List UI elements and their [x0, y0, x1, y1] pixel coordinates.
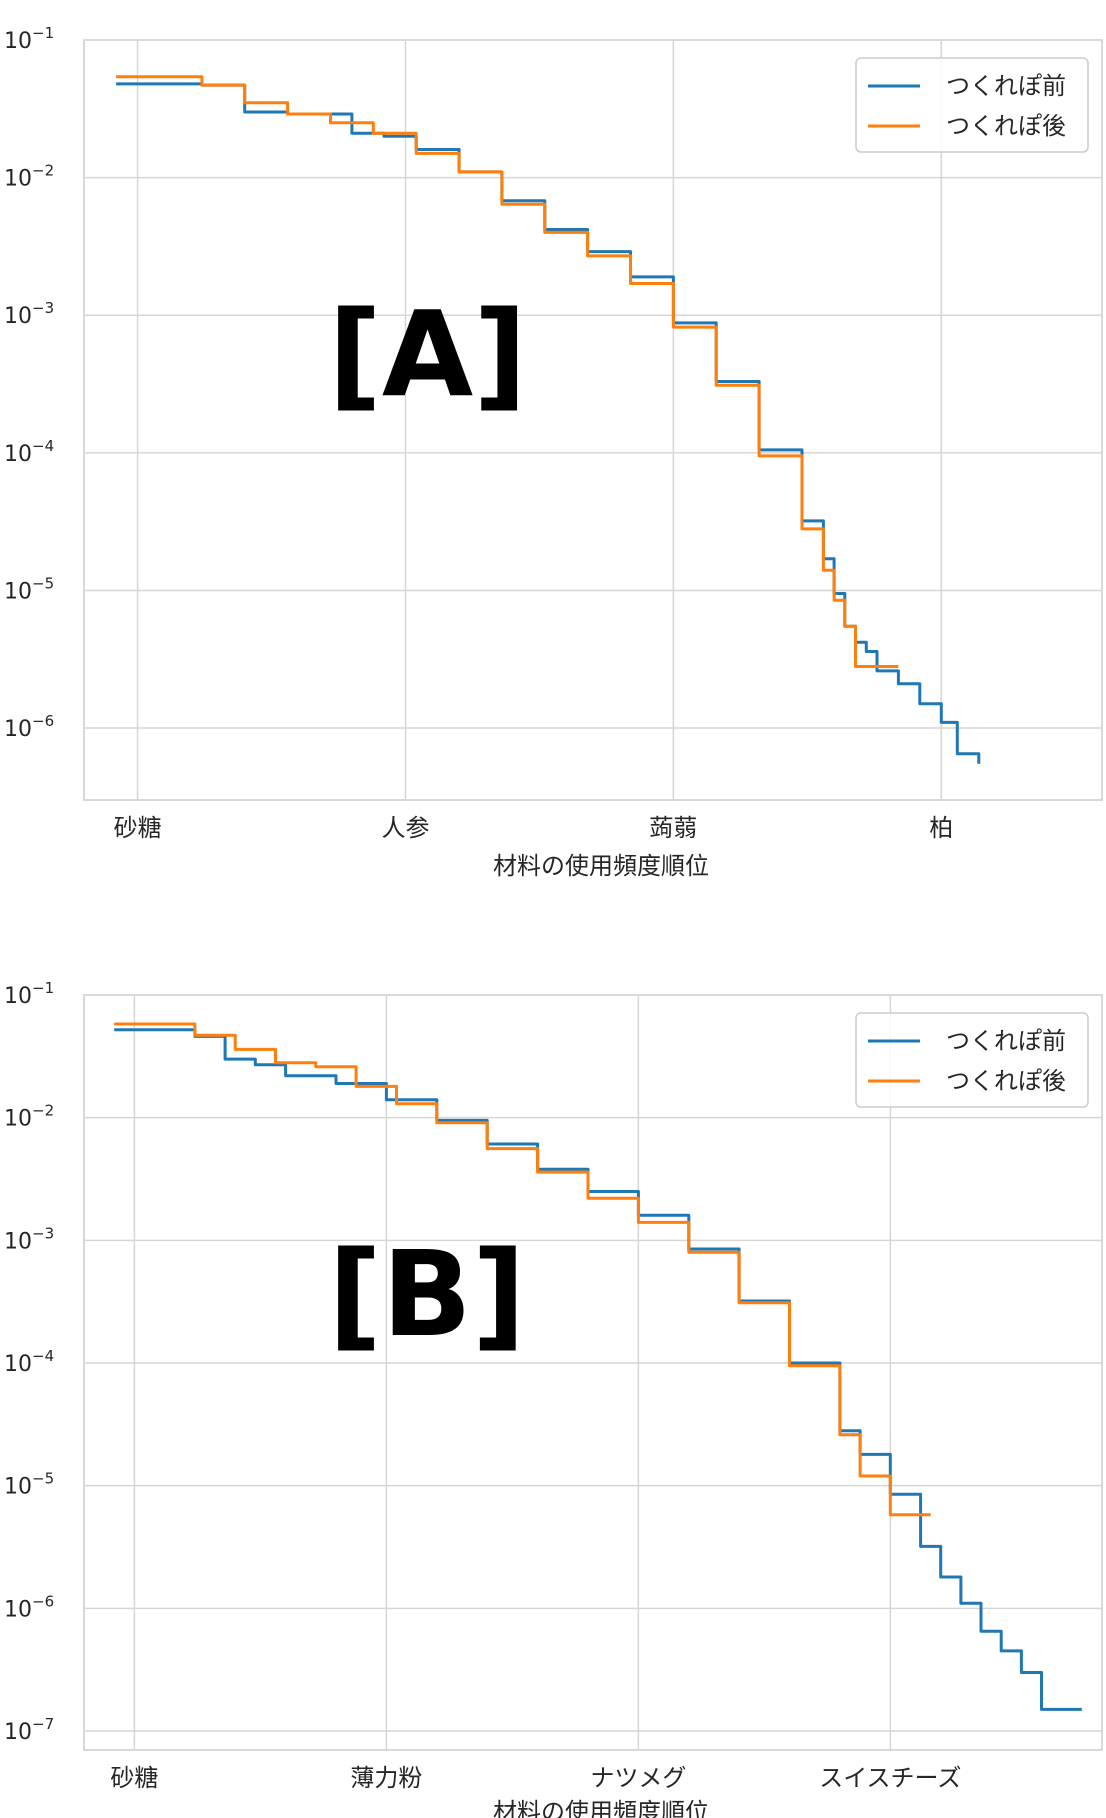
y-tick-label: 10−1	[4, 979, 54, 1009]
series-line-before	[116, 82, 981, 764]
y-tick-label: 10−4	[4, 437, 54, 467]
y-tick-label: 10−2	[4, 1102, 54, 1132]
plot-area	[83, 39, 1103, 801]
legend-label: つくれぽ後	[946, 112, 1066, 140]
y-tick-label: 10−3	[4, 299, 54, 329]
series-line-after	[116, 75, 899, 668]
panel-tag: [A]	[328, 285, 527, 423]
legend-label: つくれぽ後	[946, 1067, 1066, 1095]
legend-label: つくれぽ前	[946, 1027, 1066, 1055]
chart-panel-a: 10−1 10−2 10−3 10−4 10−5 10−6 砂糖 人参 蒟蒻 柏材料の使用頻度順位…	[4, 24, 1103, 880]
y-tick-label: 10−5	[4, 574, 54, 604]
x-axis-label: 材料の使用頻度順位	[493, 1798, 709, 1818]
panel-tag: [B]	[328, 1225, 526, 1363]
x-tick-label: 砂糖	[110, 1764, 158, 1792]
y-tick-label: 10−3	[4, 1224, 54, 1254]
legend-label: つくれぽ前	[946, 72, 1066, 100]
x-tick-label: 柏	[929, 814, 953, 842]
x-tick-label: 砂糖	[114, 814, 162, 842]
plot-area	[83, 994, 1103, 1751]
x-tick-label: ナツメグ	[590, 1764, 686, 1792]
y-tick-label: 10−6	[4, 712, 54, 742]
x-tick-label: 蒟蒻	[649, 814, 697, 842]
chart-panel-b: 10−1 10−2 10−3 10−4 10−5 10−6 10−7 砂糖 薄力粉 ナツメグ スイス…	[4, 979, 1103, 1818]
y-tick-label: 10−6	[4, 1592, 54, 1622]
x-tick-label: 人参	[381, 814, 429, 842]
y-tick-label: 10−4	[4, 1347, 54, 1377]
x-axis-label: 材料の使用頻度順位	[493, 852, 709, 880]
legend-box	[855, 1012, 1089, 1108]
series-line-after	[114, 1022, 931, 1517]
y-tick-label: 10−2	[4, 162, 54, 192]
x-tick-label: スイスチーズ	[819, 1764, 961, 1792]
y-tick-label: 10−5	[4, 1470, 54, 1500]
y-tick-label: 10−1	[4, 24, 54, 54]
x-tick-label: 薄力粉	[350, 1764, 422, 1792]
y-tick-label: 10−7	[4, 1715, 54, 1745]
legend-box	[855, 57, 1089, 153]
